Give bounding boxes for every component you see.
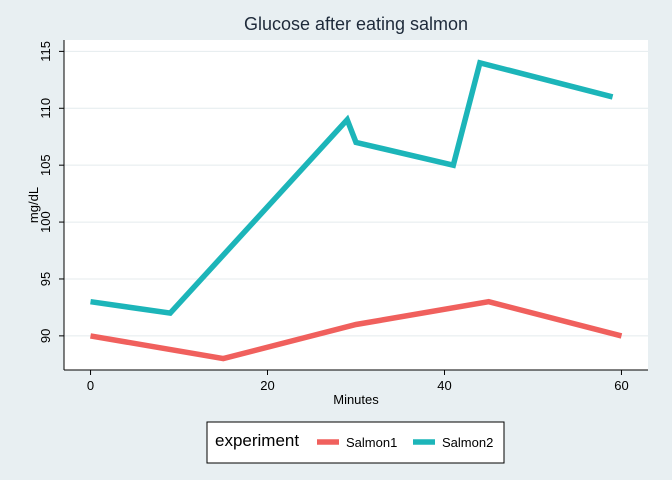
legend-label-salmon2: Salmon2: [442, 435, 493, 450]
x-tick-label: 20: [260, 378, 274, 393]
grid-lines: [64, 50, 648, 337]
chart-title: Glucose after eating salmon: [244, 14, 468, 34]
x-axis-label: Minutes: [333, 392, 379, 407]
y-tick-label: 110: [38, 98, 53, 119]
y-axis-label: mg/dL: [26, 187, 41, 223]
series-lines: [90, 59, 623, 362]
legend: experiment Salmon1 Salmon2: [206, 421, 505, 464]
legend-title: experiment: [215, 431, 299, 450]
series-line-salmon1: [90, 298, 623, 362]
legend-box: [206, 421, 505, 464]
y-tick-label: 105: [38, 154, 53, 176]
x-tick-label: 0: [87, 378, 94, 393]
y-tick-label: 90: [38, 329, 53, 343]
y-tick-label: 95: [38, 272, 53, 286]
legend-items: Salmon1 Salmon2: [317, 435, 493, 450]
x-tick-label: 40: [437, 378, 451, 393]
legend-label-salmon1: Salmon1: [346, 435, 397, 450]
series-line-salmon2: [90, 59, 614, 317]
y-tick-label: 100: [38, 211, 53, 233]
x-tick-label: 60: [614, 378, 628, 393]
y-tick-label: 115: [38, 41, 53, 62]
axes: 90 95 100 105 110 115 0 20 40 60: [38, 40, 648, 393]
